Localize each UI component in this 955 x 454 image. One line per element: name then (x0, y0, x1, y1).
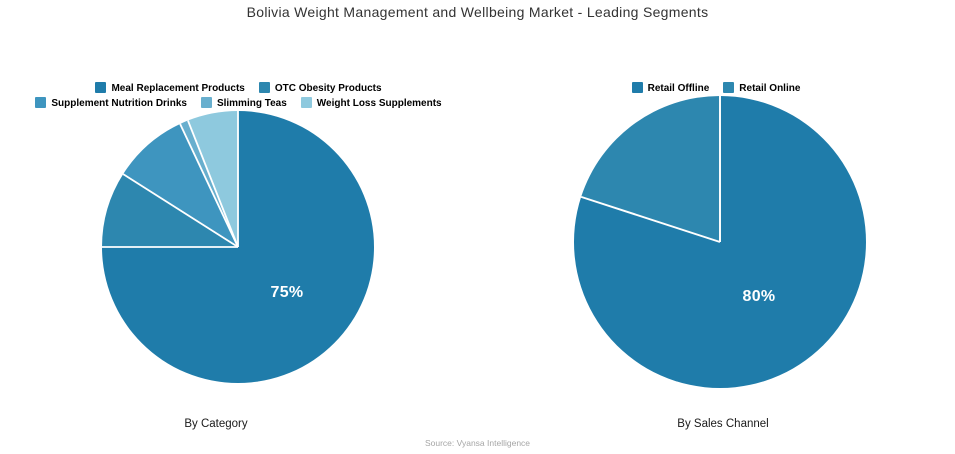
legend-item: Slimming Teas (200, 94, 287, 111)
slice-separator (580, 195, 721, 243)
legend-swatch-icon (35, 97, 47, 108)
legend-label: Weight Loss Supplements (316, 98, 442, 109)
subtitle-by-category: By Category (184, 418, 248, 430)
pie-slice (581, 96, 720, 242)
legend-item: Retail Online (723, 79, 800, 96)
pie-by-category (102, 111, 374, 383)
legend-item: Supplement Nutrition Drinks (35, 94, 187, 111)
legend-label: Meal Replacement Products (111, 83, 245, 94)
legend-label: OTC Obesity Products (274, 83, 382, 94)
data-label-by-category: 75% (270, 284, 304, 301)
legend-by-sales-channel: Retail Offline Retail Online (477, 79, 955, 94)
legend-label: Supplement Nutrition Drinks (51, 98, 187, 109)
legend-swatch-icon (95, 82, 107, 93)
legend-by-category: Meal Replacement Products OTC Obesity Pro… (0, 79, 477, 109)
data-label-by-sales-channel: 80% (742, 288, 776, 305)
legend-item: Weight Loss Supplements (300, 94, 442, 111)
legend-row: Supplement Nutrition Drinks Slimming Teas… (0, 94, 477, 109)
legend-item: Retail Offline (631, 79, 710, 96)
subtitle-by-sales-channel: By Sales Channel (677, 418, 769, 430)
legend-label: Retail Online (739, 83, 801, 94)
legend-row: Meal Replacement Products OTC Obesity Pro… (0, 79, 477, 94)
chart-title: Bolivia Weight Management and Wellbeing … (246, 4, 709, 20)
legend-row: Retail Offline Retail Online (477, 79, 955, 94)
legend-swatch-icon (631, 82, 643, 93)
legend-item: Meal Replacement Products (95, 79, 245, 96)
slice-separator (187, 120, 239, 248)
slice-separator (122, 173, 239, 248)
legend-swatch-icon (258, 82, 270, 93)
legend-swatch-icon (300, 97, 312, 108)
legend-label: Slimming Teas (216, 98, 287, 109)
pie-chart-by-category: Meal Replacement Products OTC Obesity Pro… (0, 0, 477, 454)
legend-label: Retail Offline (647, 83, 710, 94)
legend-swatch-icon (200, 97, 212, 108)
pie-slice (123, 123, 238, 247)
pie-chart-by-sales-channel: Retail Offline Retail Online 80% By Sales… (477, 0, 955, 454)
pie-by-sales-channel (574, 96, 866, 388)
legend-item: OTC Obesity Products (258, 79, 382, 96)
pie-slice (102, 174, 238, 247)
slice-separator (179, 123, 239, 248)
source-attribution: Source: Vyansa Intelligence (424, 438, 531, 448)
legend-swatch-icon (723, 82, 735, 93)
